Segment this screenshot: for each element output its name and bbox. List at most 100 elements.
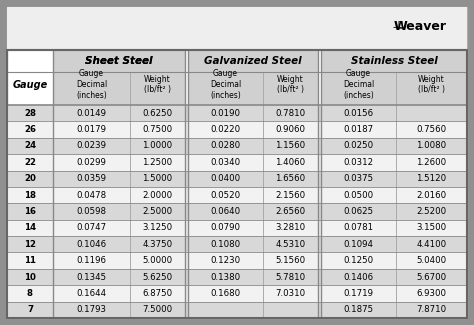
- Text: 2.1560: 2.1560: [275, 191, 306, 200]
- Text: 0.1875: 0.1875: [344, 305, 374, 314]
- Text: Weight
(lb/ft² ): Weight (lb/ft² ): [418, 75, 445, 94]
- Text: 7.8710: 7.8710: [417, 305, 447, 314]
- Text: 0.0250: 0.0250: [344, 141, 374, 150]
- Text: 0.9060: 0.9060: [275, 125, 306, 134]
- Text: 0.0400: 0.0400: [210, 174, 241, 183]
- Bar: [7, 154, 467, 171]
- Text: 6.9300: 6.9300: [417, 289, 447, 298]
- Bar: [321, 50, 467, 105]
- Text: 0.0299: 0.0299: [77, 158, 107, 167]
- Text: 20: 20: [24, 174, 36, 183]
- Text: 1.2600: 1.2600: [417, 158, 447, 167]
- Text: 0.1380: 0.1380: [210, 273, 241, 281]
- Bar: [7, 269, 467, 285]
- Text: 0.1644: 0.1644: [76, 289, 107, 298]
- Text: 2.5200: 2.5200: [417, 207, 447, 216]
- Text: 5.6250: 5.6250: [143, 273, 173, 281]
- Text: Gauge
Decimal
(inches): Gauge Decimal (inches): [343, 69, 374, 100]
- Text: 1.0080: 1.0080: [417, 141, 447, 150]
- Text: 0.1230: 0.1230: [210, 256, 241, 265]
- Text: 0.7500: 0.7500: [143, 125, 173, 134]
- Text: 0.0187: 0.0187: [344, 125, 374, 134]
- Text: 12: 12: [24, 240, 36, 249]
- Bar: [7, 187, 467, 203]
- Text: 0.7810: 0.7810: [275, 109, 306, 118]
- Text: Sheet Steel: Sheet Steel: [85, 56, 153, 66]
- Bar: [7, 50, 467, 318]
- Text: 0.0375: 0.0375: [344, 174, 374, 183]
- Text: 0.0280: 0.0280: [210, 141, 241, 150]
- Text: 0.0239: 0.0239: [76, 141, 107, 150]
- Text: 0.0340: 0.0340: [210, 158, 241, 167]
- Text: 11: 11: [24, 256, 36, 265]
- Text: 7: 7: [27, 305, 33, 314]
- Bar: [7, 285, 467, 302]
- Text: 5.1560: 5.1560: [275, 256, 306, 265]
- Text: 22: 22: [24, 158, 36, 167]
- Text: 0.0781: 0.0781: [344, 223, 374, 232]
- Text: 0.1406: 0.1406: [344, 273, 374, 281]
- Text: 6.8750: 6.8750: [143, 289, 173, 298]
- Text: 4.3750: 4.3750: [143, 240, 173, 249]
- Text: Weight
(lb/ft² ): Weight (lb/ft² ): [144, 75, 171, 94]
- Text: Weaver: Weaver: [393, 20, 447, 33]
- Text: 0.0625: 0.0625: [344, 207, 374, 216]
- Text: 4.4100: 4.4100: [417, 240, 447, 249]
- Text: 0.1080: 0.1080: [210, 240, 241, 249]
- Text: 1.5000: 1.5000: [143, 174, 173, 183]
- Text: 16: 16: [24, 207, 36, 216]
- Bar: [7, 253, 467, 269]
- Bar: [7, 7, 467, 50]
- Text: Weight
(lb/ft² ): Weight (lb/ft² ): [277, 75, 304, 94]
- Text: —: —: [392, 22, 402, 32]
- Text: Gauge: Gauge: [12, 80, 47, 89]
- Text: 0.0790: 0.0790: [210, 223, 240, 232]
- Bar: [7, 138, 467, 154]
- Text: 0.6250: 0.6250: [143, 109, 173, 118]
- Text: 1.2500: 1.2500: [143, 158, 173, 167]
- Text: 18: 18: [24, 191, 36, 200]
- Bar: [53, 50, 185, 105]
- Bar: [188, 50, 318, 105]
- Text: 10: 10: [24, 273, 36, 281]
- Text: Galvanized Steel: Galvanized Steel: [204, 56, 302, 66]
- Text: 3.1250: 3.1250: [143, 223, 173, 232]
- Text: 0.1793: 0.1793: [76, 305, 107, 314]
- Text: 0.1719: 0.1719: [344, 289, 374, 298]
- Bar: [7, 171, 467, 187]
- Bar: [7, 121, 467, 138]
- Text: Sheet Steel: Sheet Steel: [85, 56, 153, 66]
- Text: 0.0359: 0.0359: [76, 174, 107, 183]
- Bar: [7, 203, 467, 220]
- Text: Stainless Steel: Stainless Steel: [351, 56, 438, 66]
- Text: 2.0160: 2.0160: [417, 191, 447, 200]
- Text: 0.0500: 0.0500: [344, 191, 374, 200]
- Text: 5.0000: 5.0000: [143, 256, 173, 265]
- Text: 0.1046: 0.1046: [76, 240, 107, 249]
- Text: 0.1345: 0.1345: [76, 273, 107, 281]
- Text: 7.5000: 7.5000: [143, 305, 173, 314]
- Text: 7.0310: 7.0310: [275, 289, 306, 298]
- Text: 0.0747: 0.0747: [76, 223, 107, 232]
- Text: 0.0149: 0.0149: [76, 109, 107, 118]
- Text: 26: 26: [24, 125, 36, 134]
- Text: 0.0520: 0.0520: [210, 191, 241, 200]
- Text: 0.0190: 0.0190: [210, 109, 240, 118]
- Text: 0.0220: 0.0220: [210, 125, 241, 134]
- Text: 🚛: 🚛: [398, 20, 402, 30]
- Text: 2.5000: 2.5000: [143, 207, 173, 216]
- Text: 5.6700: 5.6700: [417, 273, 447, 281]
- Text: 5.0400: 5.0400: [417, 256, 447, 265]
- Bar: [7, 302, 467, 318]
- Text: 5.7810: 5.7810: [275, 273, 306, 281]
- Text: Gauge
Decimal
(inches): Gauge Decimal (inches): [76, 69, 107, 100]
- Text: 0.1196: 0.1196: [76, 256, 107, 265]
- Text: 0.1094: 0.1094: [344, 240, 374, 249]
- Text: 1.6560: 1.6560: [275, 174, 306, 183]
- Text: 3.2810: 3.2810: [275, 223, 306, 232]
- Bar: [7, 220, 467, 236]
- Text: 14: 14: [24, 223, 36, 232]
- Text: 0.0179: 0.0179: [76, 125, 107, 134]
- Text: 2.0000: 2.0000: [143, 191, 173, 200]
- Text: 0.1680: 0.1680: [210, 289, 241, 298]
